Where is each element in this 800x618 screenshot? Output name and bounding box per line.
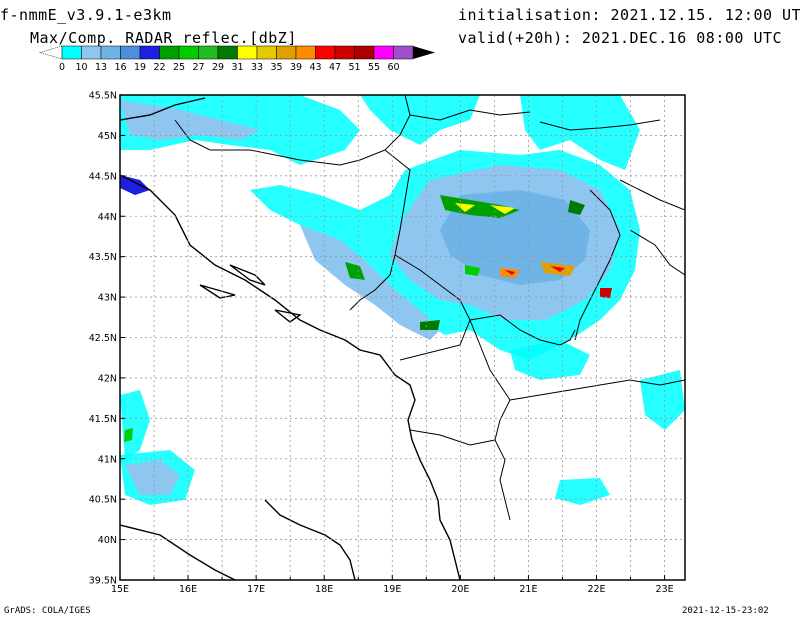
colorbar-swatch (354, 45, 375, 60)
coastlines (120, 97, 461, 580)
colorbar-label: 55 (368, 62, 380, 73)
colorbar-label: 47 (329, 62, 341, 73)
initialisation-time: initialisation: 2021.12.15. 12:00 UTC (458, 6, 800, 24)
lat-label: 44N (98, 212, 117, 223)
model-title: f-nmmE_v3.9.1-e3km (0, 6, 172, 24)
colorbar-label: 43 (309, 62, 321, 73)
valid-time: valid(+20h): 2021.DEC.16 08:00 UTC (458, 29, 783, 47)
lon-label: 22E (587, 584, 605, 595)
colorbar-swatch (61, 45, 82, 60)
colorbar-swatch (393, 45, 414, 60)
colorbar-swatch (276, 45, 297, 60)
colorbar-label: 10 (75, 62, 87, 73)
lat-label: 41N (98, 454, 117, 465)
colorbar-swatch (159, 45, 180, 60)
colorbar-swatch (198, 45, 219, 60)
colorbar-label: 51 (348, 62, 360, 73)
colorbar-label: 35 (270, 62, 282, 73)
colorbar-swatch (315, 45, 336, 60)
grads-credit: GrADS: COLA/IGES (4, 606, 91, 616)
lon-label: 18E (315, 584, 333, 595)
radar-echoes (120, 95, 685, 505)
axis-ticks: 15E 16E 17E 18E 19E 20E 21E 22E 23E 45.5N 45N 44.5N… (89, 91, 674, 596)
colorbar-label: 29 (212, 62, 224, 73)
colorbar-swatch (373, 45, 394, 60)
map-panel: 15E 16E 17E 18E 19E 20E 21E 22E 23E 45.5N 45N 44.5N… (89, 91, 686, 596)
colorbar-label: 16 (114, 62, 126, 73)
lon-label: 16E (179, 584, 197, 595)
lon-label: 19E (383, 584, 401, 595)
colorbar-over-arrow (413, 46, 435, 59)
colorbar-swatch (100, 45, 121, 60)
colorbar-swatch (237, 45, 258, 60)
colorbar-label: 13 (95, 62, 107, 73)
lat-label: 44.5N (89, 171, 117, 182)
colorbar-label: 19 (134, 62, 146, 73)
lat-label: 42.5N (89, 333, 117, 344)
colorbar-label: 27 (192, 62, 204, 73)
colorbar-label: 0 (59, 62, 65, 73)
colorbar-label: 33 (251, 62, 263, 73)
lat-label: 45.5N (89, 91, 117, 102)
colorbar-swatch (81, 45, 102, 60)
lon-label: 21E (519, 584, 537, 595)
colorbar-swatch (178, 45, 199, 60)
colorbar-label: 25 (173, 62, 185, 73)
colorbar-swatch (334, 45, 355, 60)
colorbar-label: 39 (290, 62, 302, 73)
lat-label: 43.5N (89, 252, 117, 263)
colorbar-swatch (295, 45, 316, 60)
colorbar-under-arrow (38, 45, 63, 60)
colorbar-swatch (217, 45, 238, 60)
field-title: Max/Comp. RADAR reflec.[dbZ] (30, 29, 297, 47)
lon-label: 17E (247, 584, 265, 595)
lat-label: 39.5N (89, 576, 117, 587)
lon-label: 20E (451, 584, 469, 595)
map-grid (120, 95, 685, 580)
colorbar-swatch (256, 45, 277, 60)
lat-label: 40.5N (89, 495, 117, 506)
lon-label: 15E (111, 584, 129, 595)
colorbar-label: 22 (153, 62, 165, 73)
render-timestamp: 2021-12-15-23:02 (682, 606, 769, 616)
lat-label: 45N (98, 131, 117, 142)
lat-label: 41.5N (89, 414, 117, 425)
colorbar-swatch (120, 45, 141, 60)
lat-label: 40N (98, 535, 117, 546)
colorbar-label: 31 (231, 62, 243, 73)
colorbar-label: 60 (387, 62, 399, 73)
colorbar-swatch (139, 45, 160, 60)
lat-label: 42N (98, 373, 117, 384)
lon-label: 23E (656, 584, 674, 595)
colorbar: 0 10 13 16 19 22 25 27 29 31 33 35 39 43 47 51 55 60 (38, 45, 435, 73)
lat-label: 43N (98, 293, 117, 304)
